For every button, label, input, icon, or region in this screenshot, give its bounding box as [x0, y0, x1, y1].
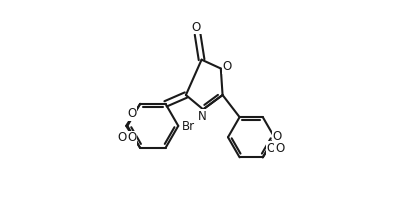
Text: O: O — [192, 21, 201, 34]
Text: N: N — [198, 110, 206, 123]
Text: O: O — [275, 142, 284, 155]
Text: O: O — [273, 130, 282, 143]
Text: O: O — [267, 142, 276, 155]
Text: O: O — [117, 131, 127, 144]
Text: Br: Br — [182, 120, 195, 133]
Text: O: O — [222, 60, 231, 73]
Text: O: O — [127, 107, 137, 120]
Text: O: O — [127, 131, 137, 145]
